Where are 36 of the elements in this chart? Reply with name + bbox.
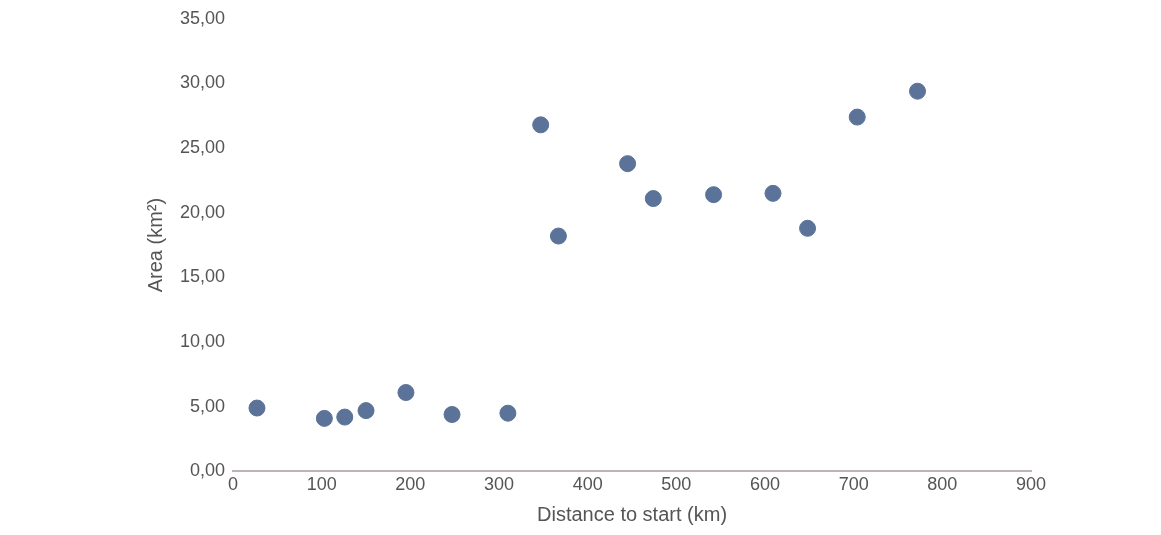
point (443, 406, 461, 423)
point (909, 82, 927, 100)
y-tick-label: 10,00 (180, 331, 226, 352)
x-tick-label: 800 (927, 474, 958, 495)
point (644, 190, 662, 208)
y-tick-label: 35,00 (180, 7, 226, 28)
y-tick-label: 20,00 (180, 201, 226, 222)
point (848, 108, 866, 126)
x-axis-title: Distance to start (km) (537, 502, 728, 525)
y-tick-label: 5,00 (190, 395, 226, 416)
x-tick-label: 400 (572, 474, 603, 495)
point (799, 219, 817, 237)
point (315, 409, 333, 427)
point (499, 404, 517, 422)
point (397, 384, 415, 402)
y-axis-title: Area (km²) (143, 197, 166, 293)
point (764, 184, 782, 202)
point (357, 402, 375, 420)
point (532, 116, 550, 134)
point (336, 408, 354, 426)
x-tick-label: 200 (395, 474, 426, 495)
x-tick-label: 700 (838, 474, 869, 495)
y-tick-label: 25,00 (180, 137, 226, 158)
y-tick-label: 15,00 (180, 266, 226, 287)
point (705, 186, 723, 204)
x-tick-label: 900 (1015, 474, 1047, 495)
x-tick-label: 100 (306, 474, 337, 495)
y-tick-label: 0,00 (190, 460, 226, 481)
y-tick-label: 30,00 (180, 72, 226, 93)
x-tick-label: 600 (749, 474, 781, 495)
x-tick-label: 500 (661, 474, 692, 495)
x-tick-label: 300 (484, 474, 515, 495)
point (248, 399, 266, 417)
point (619, 155, 637, 173)
x-tick-label: 0 (228, 474, 239, 495)
point (549, 227, 567, 245)
